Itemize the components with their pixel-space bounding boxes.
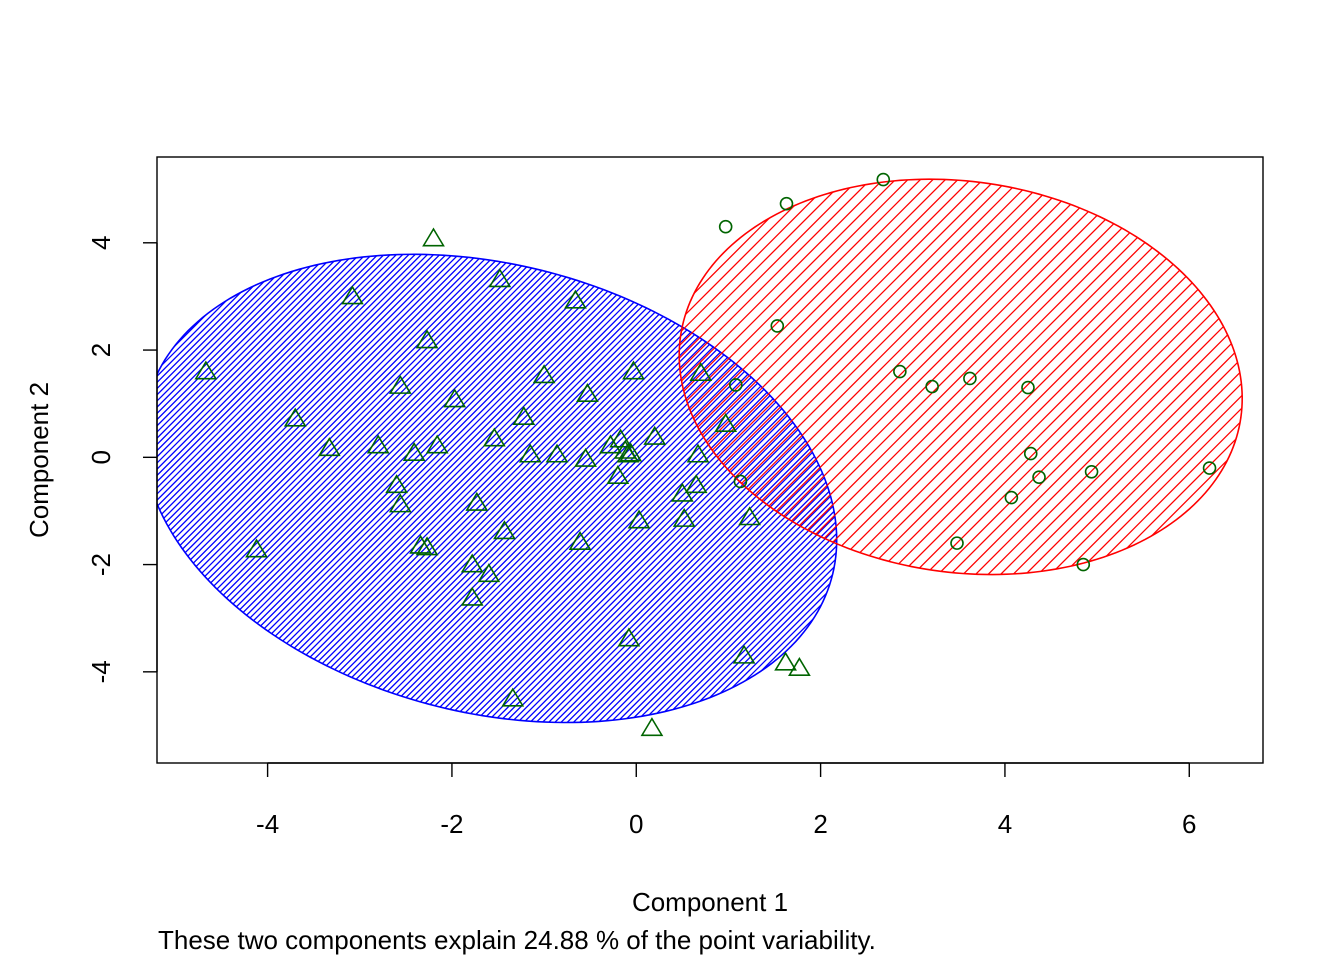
cluster-2-point-circle: [1004, 490, 1019, 505]
cluster-1-point-triangle: [672, 507, 696, 527]
cluster-1-point-triangle: [622, 360, 645, 380]
cluster-1-point-triangle: [518, 443, 542, 463]
cluster-1-point-triangle: [460, 553, 484, 573]
cluster-1-point-triangle: [619, 442, 643, 462]
x-tick-label: -4: [256, 809, 279, 839]
cluster-1-point-triangle: [488, 268, 512, 288]
cluster-1-point-triangle: [388, 374, 412, 394]
cluster-1-point-triangle: [425, 434, 449, 454]
cluster-1-point-triangle: [415, 329, 439, 349]
cluster-2-point-circle: [1076, 557, 1091, 572]
cluster-1-point-triangle: [643, 425, 667, 445]
cluster-1-point-triangle: [714, 413, 738, 432]
y-axis-label: Component 2: [24, 382, 54, 538]
cluster-1-point-triangle: [482, 427, 506, 447]
cluster-2-outline: [678, 178, 1244, 576]
x-axis: -4 -2 0 2 4 6: [256, 762, 1197, 839]
y-tick-label: 0: [86, 450, 116, 464]
x-tick-label: -2: [440, 809, 463, 839]
cluster-1-point-triangle: [627, 509, 651, 529]
cluster-1-point-triangle: [606, 465, 630, 485]
x-tick-label: 4: [998, 809, 1012, 839]
cluster-2-point-circle: [1202, 461, 1217, 475]
data-points: [194, 172, 1217, 737]
cluster-1-point-triangle: [422, 227, 445, 247]
y-tick-label: 2: [86, 343, 116, 357]
cluster-1-point-triangle: [599, 434, 622, 454]
cluster-1-point-triangle: [732, 644, 756, 664]
cluster-1-point-triangle: [443, 388, 467, 408]
cluster-1-point-triangle: [788, 657, 811, 677]
cluster-1-point-triangle: [609, 428, 632, 448]
cluster-1-point-triangle: [774, 651, 797, 671]
y-tick-label: 4: [86, 236, 116, 250]
x-tick-label: 0: [629, 809, 643, 839]
cluster-1-point-triangle: [576, 382, 599, 402]
cluster-1-point-triangle: [317, 437, 341, 457]
cluster-2-point-circle: [729, 378, 743, 392]
cluster-1-point-triangle: [465, 491, 489, 511]
cluster-2-point-circle: [1032, 470, 1046, 484]
cluster-1-point-triangle: [409, 534, 432, 554]
cluster-1-point-triangle: [477, 563, 501, 583]
cluster-1-point-triangle: [341, 285, 364, 305]
cluster-1-point-triangle: [568, 530, 592, 550]
cluster-1-point-triangle: [501, 687, 525, 707]
cluster-1-point-triangle: [574, 447, 597, 467]
variability-caption: These two components explain 24.88 % of …: [158, 925, 876, 955]
cluster-1-point-triangle: [616, 443, 640, 463]
y-axis: -4 -2 0 2 4: [86, 236, 158, 683]
x-tick-label: 2: [813, 809, 827, 839]
cluster-2-point-circle: [950, 536, 964, 550]
cluster-1-point-triangle: [402, 441, 426, 461]
cluster-1-point-triangle: [617, 627, 641, 647]
y-tick-label: -4: [86, 660, 116, 683]
cluster-2-point-circle: [963, 371, 977, 386]
cluster-1-point-triangle: [686, 443, 710, 463]
cluster-2-point-circle: [1021, 380, 1035, 395]
cluster-1-point-triangle: [532, 364, 556, 384]
cluster-1-point-triangle: [388, 493, 412, 513]
cluster-1-point-triangle: [366, 434, 390, 454]
cluster-1-point-triangle: [640, 717, 664, 737]
x-tick-label: 6: [1182, 809, 1196, 839]
cluster-1-point-triangle: [493, 520, 516, 540]
cluster-1-point-triangle: [689, 362, 713, 382]
cluster-1-outline: [157, 253, 838, 724]
cluster-2-point-circle: [718, 219, 733, 234]
cluster-1-point-triangle: [245, 538, 268, 558]
cluster-2-point-circle: [779, 196, 794, 211]
cluster-2-point-circle: [733, 474, 748, 489]
cluster-1-point-triangle: [460, 586, 484, 606]
cluster-1-point-triangle: [684, 474, 708, 494]
cluster-1-point-triangle: [415, 536, 439, 556]
cluster-1-point-triangle: [283, 407, 307, 427]
cluster-1-point-triangle: [194, 360, 218, 380]
cluster-2-point-circle: [1023, 446, 1038, 461]
cluster-1-point-triangle: [545, 443, 569, 463]
cluster-2-point-circle: [770, 319, 785, 333]
y-tick-label: -2: [86, 553, 116, 576]
cluster-2-point-circle: [1084, 464, 1099, 479]
cluster-2-point-circle: [893, 364, 907, 379]
x-axis-label: Component 1: [632, 887, 788, 917]
cluster-2-point-circle: [876, 172, 891, 187]
cluster-1-point-triangle: [512, 406, 536, 426]
cluster-1-point-triangle: [385, 474, 409, 494]
cluster-1-point-triangle: [738, 506, 762, 526]
cluster-2-point-circle: [925, 379, 939, 394]
cluster-1-point-triangle: [564, 289, 587, 309]
